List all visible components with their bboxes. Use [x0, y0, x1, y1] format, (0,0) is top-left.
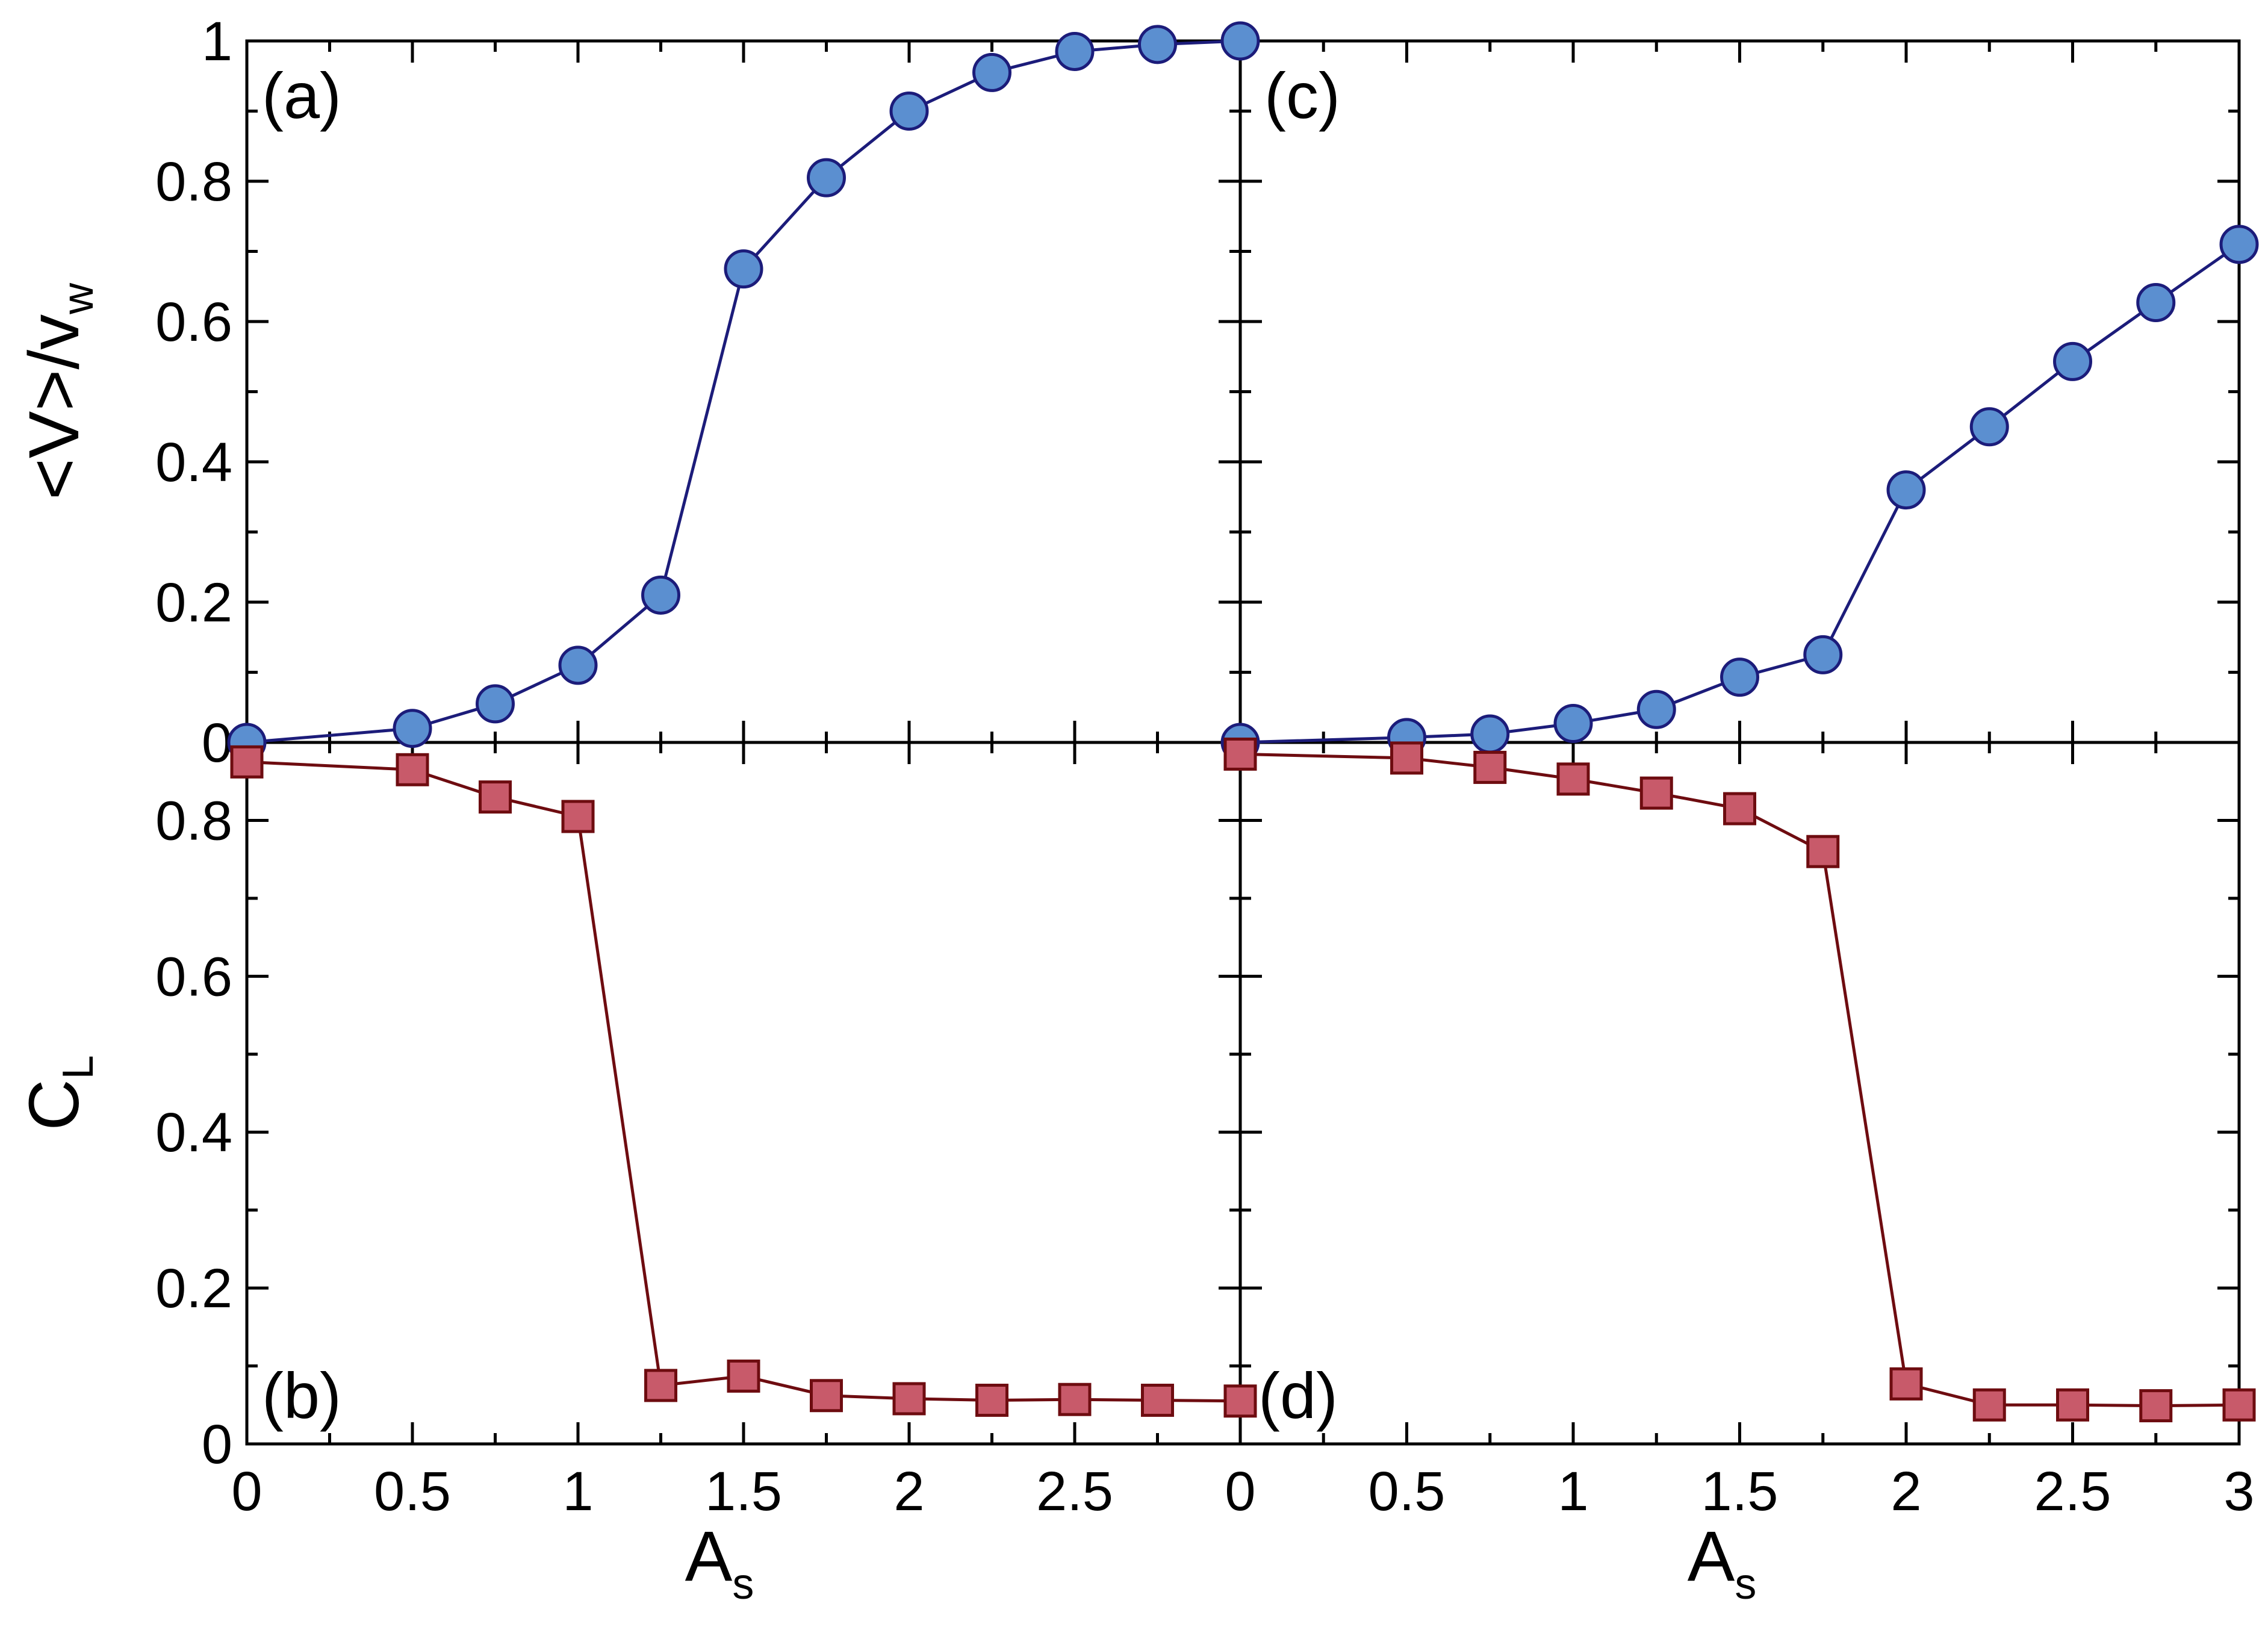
y-tick-label-b: 0.2	[155, 1258, 232, 1319]
data-point-d	[1223, 737, 1257, 771]
x-tick-label-d: 0.5	[1369, 1461, 1446, 1522]
y-tick-label-a: 0.8	[155, 151, 232, 213]
x-axis-title-left: As	[685, 1517, 754, 1608]
panel-label-d: (d)	[1258, 1359, 1338, 1432]
y-axis-title-top-sub: w	[54, 282, 102, 315]
data-point-b	[479, 780, 512, 814]
data-point-a	[558, 645, 598, 685]
y-tick-label-a: 1	[202, 11, 232, 72]
y-axis-title-bottom-sub: L	[54, 1055, 102, 1079]
panel-label-b: (b)	[262, 1359, 341, 1432]
data-point-b	[727, 1359, 760, 1393]
panel-label-c: (c)	[1264, 59, 1340, 132]
x-tick-label-d: 1	[1558, 1461, 1588, 1522]
y-tick-label-b: 0.8	[155, 790, 232, 851]
data-point-d	[1806, 835, 1840, 868]
data-point-a	[889, 92, 929, 131]
frame-c	[1238, 39, 2241, 744]
x-tick-label-d: 2	[1891, 1461, 1921, 1522]
y-axis-title-top: <V>/vw	[14, 282, 102, 500]
y-tick-label-a: 0.2	[155, 572, 232, 633]
y-tick-label-b: 0.6	[155, 946, 232, 1007]
data-point-b	[644, 1369, 677, 1402]
data-point-d	[1556, 762, 1590, 796]
data-point-d	[1723, 792, 1756, 826]
x-axis-title-right-sub: s	[1735, 1560, 1756, 1608]
data-point-d	[1473, 750, 1507, 784]
tick-labels: 0 0.2 0.4 0.6 0.8 1 0 0.2 0.4 0.6 0.8 0 0.5 1 1.5 2 2.5 0…	[155, 11, 2254, 1522]
y-axis-title-bottom: CL	[14, 1055, 102, 1130]
y-axis-title-bottom-main: C	[14, 1079, 94, 1130]
data-point-c	[1636, 689, 1676, 729]
data-point-a	[393, 709, 432, 748]
data-point-a	[972, 52, 1011, 92]
series-line-a	[246, 39, 1241, 744]
x-tick-label-d: 2.5	[2034, 1461, 2111, 1522]
x-tick-label-b: 1	[562, 1461, 593, 1522]
x-axis-title-left-sub: s	[732, 1560, 754, 1608]
data-point-a	[724, 249, 763, 289]
x-tick-label-b: 2	[893, 1461, 924, 1522]
data-point-c	[2136, 283, 2176, 323]
x-tick-label-d: 1.5	[1701, 1461, 1779, 1522]
y-tick-label-a: 0.4	[155, 432, 232, 493]
data-point-d	[1639, 776, 1673, 810]
data-point-a	[476, 684, 515, 724]
data-point-c	[2219, 225, 2259, 264]
data-point-b	[810, 1379, 843, 1413]
frame-a	[245, 39, 1242, 744]
data-point-c	[1720, 658, 1759, 697]
x-axis-title-right: As	[1688, 1517, 1757, 1608]
data-point-a	[1220, 21, 1260, 61]
y-tick-label-a: 0.6	[155, 291, 232, 353]
x-axis-title-right-main: A	[1688, 1517, 1735, 1596]
data-point-c	[1470, 714, 1510, 754]
data-point-d	[1390, 741, 1423, 775]
data-point-a	[807, 158, 846, 198]
data-point-a	[641, 575, 680, 615]
data-point-b	[561, 800, 595, 833]
data-point-d	[2222, 1388, 2256, 1422]
data-point-c	[1886, 470, 1926, 510]
series-layer	[227, 21, 2259, 1423]
series-line-d	[1240, 752, 2240, 1408]
data-point-b	[1223, 1384, 1257, 1418]
x-tick-label-b: 0.5	[374, 1461, 451, 1522]
data-point-c	[1803, 635, 1843, 674]
data-point-a	[1055, 31, 1095, 71]
data-point-c	[2053, 341, 2092, 381]
y-axis-title-top-main: <V>/v	[14, 314, 94, 500]
x-axis-title-left-main: A	[685, 1517, 733, 1596]
data-point-b	[1141, 1384, 1174, 1417]
y-tick-label-a: 0	[202, 712, 232, 774]
y-tick-label-b: 0.4	[155, 1102, 232, 1163]
data-point-d	[1889, 1367, 1923, 1401]
panel-label-a: (a)	[262, 59, 341, 132]
x-tick-label-d: 3	[2223, 1461, 2254, 1522]
data-point-b	[396, 753, 429, 786]
data-point-b	[975, 1384, 1008, 1417]
frame-b	[245, 741, 1242, 1446]
data-point-c	[1969, 407, 2009, 447]
frame-d	[1238, 741, 2241, 1446]
data-point-b	[892, 1382, 926, 1416]
data-point-d	[1972, 1388, 2006, 1422]
data-point-b	[1058, 1383, 1092, 1416]
x-tick-label-b: 0	[231, 1461, 262, 1522]
x-tick-label-b: 1.5	[705, 1461, 782, 1522]
y-tick-label-b: 0	[202, 1414, 232, 1475]
data-point-d	[2056, 1388, 2089, 1422]
x-tick-label-b: 2.5	[1036, 1461, 1113, 1522]
data-point-b	[230, 745, 264, 779]
x-tick-label-d: 0	[1225, 1461, 1255, 1522]
series-line-b	[246, 760, 1241, 1403]
data-point-a	[1138, 25, 1177, 64]
data-point-d	[2139, 1389, 2173, 1423]
data-point-c	[1553, 704, 1593, 744]
